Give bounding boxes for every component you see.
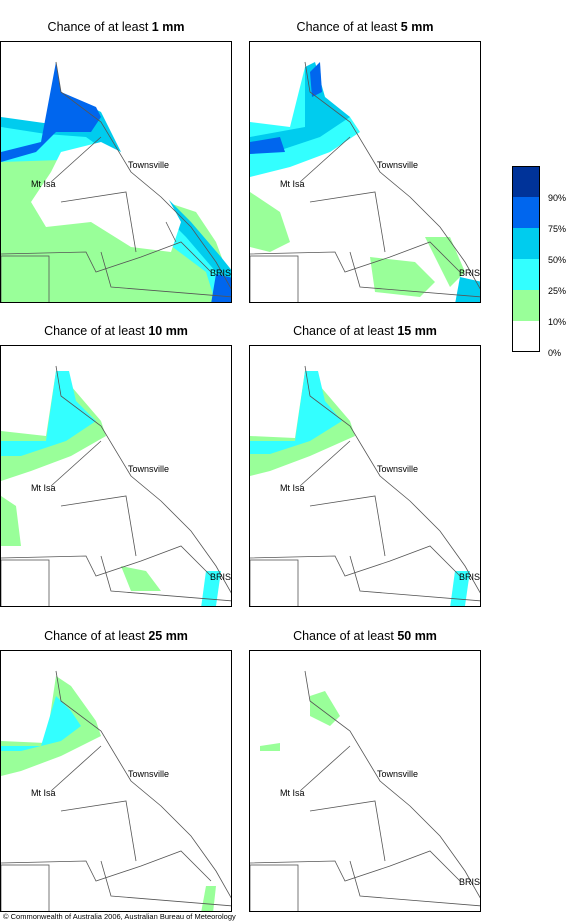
townsville-label: Townsville (128, 160, 170, 170)
legend-label-90: 90% (548, 193, 567, 203)
brisbane-label: BRIS (459, 572, 481, 582)
legend-label-10: 10% (548, 317, 567, 327)
panel-title: Chance of at least 50 mm (293, 629, 437, 643)
brisbane-label: BRIS (210, 268, 232, 278)
townsville-label: Townsville (128, 769, 170, 779)
townsville-label: Townsville (128, 464, 170, 474)
legend-swatch-50 (512, 228, 540, 259)
panel-title: Chance of at least 1 mm (47, 20, 185, 34)
mt-isa-label: Mt Isa (280, 788, 305, 798)
legend-swatch-10 (512, 290, 540, 321)
legend-label-25: 25% (548, 286, 567, 296)
mt-isa-label: Mt Isa (31, 788, 56, 798)
map-5mm[interactable]: Townsville Mt Isa BRIS (249, 41, 481, 303)
panel-title: Chance of at least 5 mm (296, 20, 434, 34)
mt-isa-label: Mt Isa (31, 483, 56, 493)
panel-title: Chance of at least 15 mm (293, 324, 437, 338)
legend-swatch-0 (512, 321, 540, 352)
townsville-label: Townsville (377, 464, 419, 474)
copyright-text: © Commonwealth of Australia 2006, Austra… (3, 912, 236, 921)
townsville-label: Townsville (377, 769, 419, 779)
mt-isa-label: Mt Isa (280, 179, 305, 189)
legend-label-50: 50% (548, 255, 567, 265)
panel-title: Chance of at least 10 mm (44, 324, 188, 338)
map-25mm[interactable]: Townsville Mt Isa (0, 650, 232, 912)
brisbane-label: BRIS (210, 572, 232, 582)
mt-isa-label: Mt Isa (280, 483, 305, 493)
map-10mm[interactable]: Townsville Mt Isa BRIS (0, 345, 232, 607)
mt-isa-label: Mt Isa (31, 179, 56, 189)
brisbane-label: BRIS (459, 268, 481, 278)
map-15mm[interactable]: Townsville Mt Isa BRIS (249, 345, 481, 607)
legend-swatch-75 (512, 197, 540, 228)
legend-label-75: 75% (548, 224, 567, 234)
brisbane-label: BRIS (459, 877, 481, 887)
townsville-label: Townsville (377, 160, 419, 170)
map-50mm[interactable]: Townsville Mt Isa BRIS (249, 650, 481, 912)
map-1mm[interactable]: Townsville Mt Isa BRIS (0, 41, 232, 303)
legend-swatch-90 (512, 166, 540, 197)
legend-label-0: 0% (548, 348, 562, 358)
legend-swatch-25 (512, 259, 540, 290)
panel-title: Chance of at least 25 mm (44, 629, 188, 643)
